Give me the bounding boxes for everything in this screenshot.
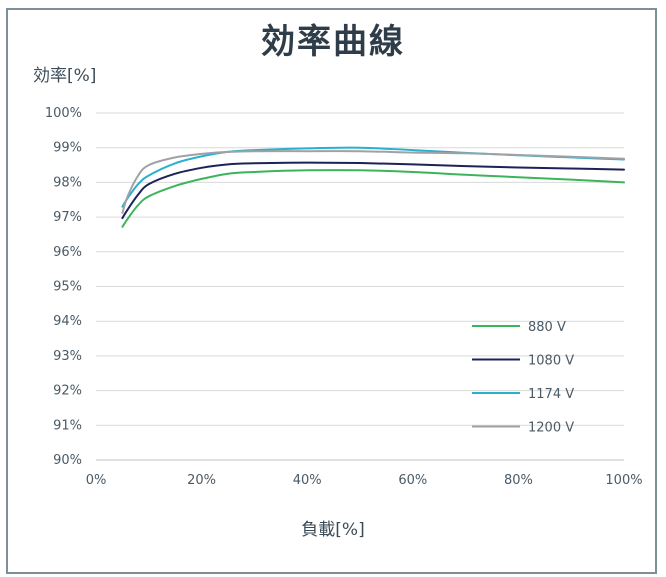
y-tick-label: 94% bbox=[53, 314, 82, 329]
series-line-2 bbox=[121, 161, 625, 220]
legend-label: 1174 V bbox=[528, 387, 574, 402]
x-tick-label: 80% bbox=[504, 473, 533, 488]
y-ticks: 90% 91% 92% 93% 94% 95% 96% 97% 98% 99% 100% bbox=[45, 106, 82, 468]
x-tick-label: 0% bbox=[86, 473, 107, 488]
chart-frame bbox=[6, 8, 657, 574]
x-axis-label: 負載[%] bbox=[301, 520, 365, 540]
legend-label: 880 V bbox=[528, 320, 566, 335]
series-line-1 bbox=[121, 169, 625, 228]
y-tick-label: 93% bbox=[53, 349, 82, 364]
x-tick-label: 60% bbox=[398, 473, 427, 488]
x-tick-label: 100% bbox=[605, 473, 642, 488]
legend-label: 1080 V bbox=[528, 354, 574, 369]
y-tick-label: 99% bbox=[53, 141, 82, 156]
y-tick-label: 97% bbox=[53, 210, 82, 225]
y-tick-label: 90% bbox=[53, 453, 82, 468]
y-tick-label: 100% bbox=[45, 106, 82, 121]
y-tick-label: 92% bbox=[53, 384, 82, 399]
x-ticks: 0% 20% 40% 60% 80% 100% bbox=[86, 473, 643, 488]
y-tick-label: 98% bbox=[53, 175, 82, 190]
y-tick-label: 95% bbox=[53, 280, 82, 295]
y-axis-label: 効率[%] bbox=[33, 66, 97, 86]
series-lines bbox=[121, 146, 625, 228]
y-tick-label: 91% bbox=[53, 418, 82, 433]
chart-title: 効率曲線 bbox=[261, 22, 405, 62]
series-line-4 bbox=[121, 150, 625, 214]
legend: 880 V 1080 V 1174 V 1200 V bbox=[472, 320, 574, 436]
y-tick-label: 96% bbox=[53, 245, 82, 260]
x-tick-label: 40% bbox=[293, 473, 322, 488]
legend-label: 1200 V bbox=[528, 421, 574, 436]
x-tick-label: 20% bbox=[187, 473, 216, 488]
grid bbox=[96, 112, 624, 461]
